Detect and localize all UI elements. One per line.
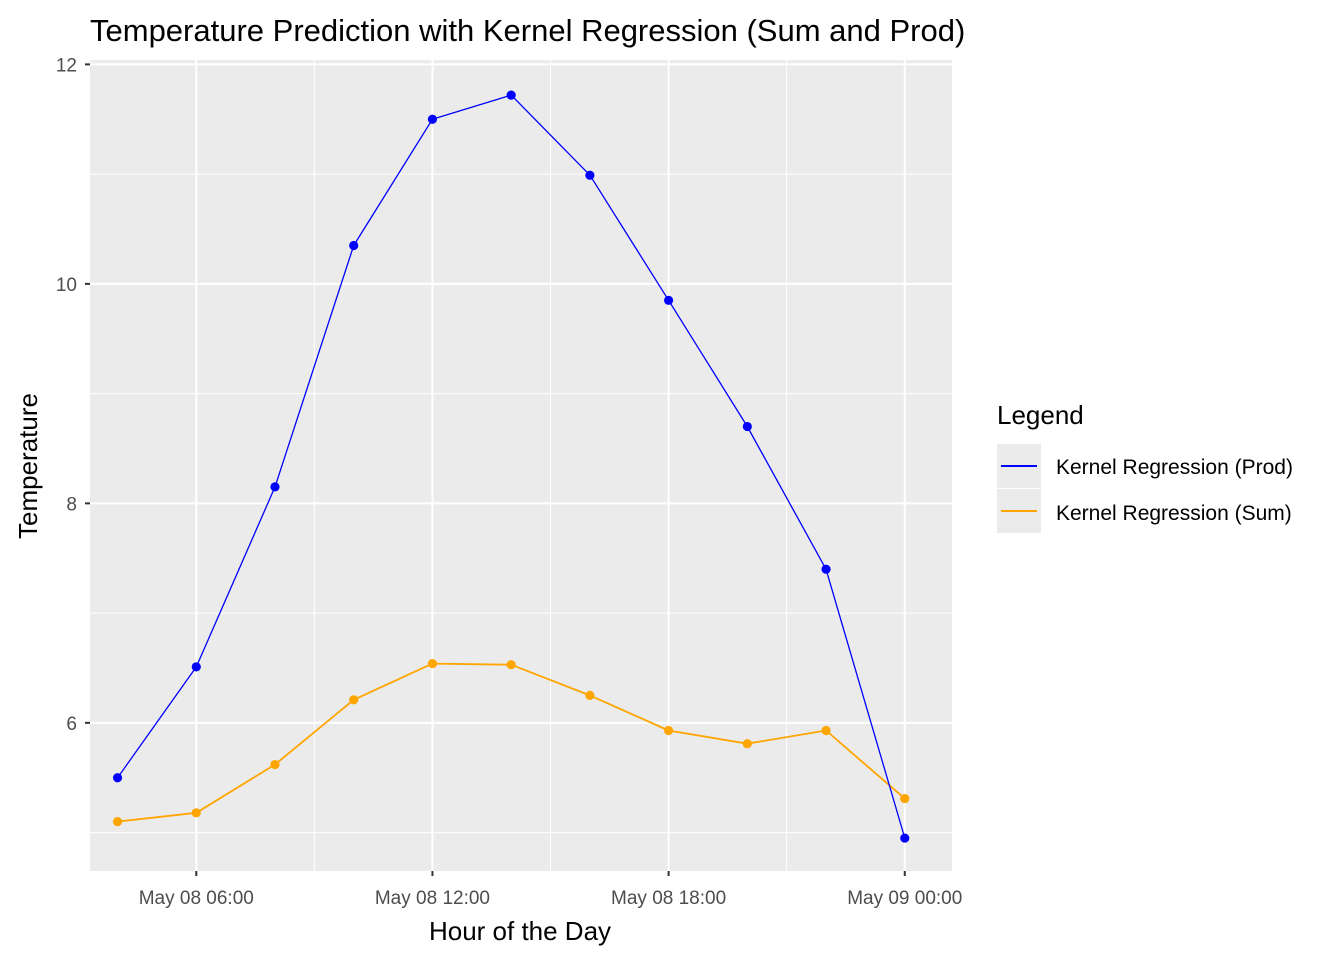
data-point-sum xyxy=(270,759,280,770)
data-point-sum xyxy=(821,725,831,736)
data-point-prod xyxy=(900,833,910,843)
y-tick-label: 8 xyxy=(66,494,77,515)
chart-title: Temperature Prediction with Kernel Regre… xyxy=(90,13,965,48)
data-point-sum xyxy=(427,658,438,669)
data-point-prod xyxy=(506,90,516,100)
x-tick-label: May 08 18:00 xyxy=(611,888,726,909)
data-point-prod xyxy=(585,170,595,180)
data-point-prod xyxy=(191,662,201,672)
y-tick-label: 12 xyxy=(56,55,77,76)
data-point-sum xyxy=(112,817,123,827)
data-point-sum xyxy=(585,690,595,701)
x-tick-label: May 08 12:00 xyxy=(375,888,490,909)
data-point-sum xyxy=(900,793,910,804)
y-tick-label: 6 xyxy=(66,714,77,735)
plot-panel xyxy=(90,60,952,871)
data-point-sum xyxy=(664,725,674,736)
data-point-prod xyxy=(427,114,438,124)
legend-label-sum: Kernel Regression (Sum) xyxy=(1056,502,1292,525)
data-point-prod xyxy=(349,240,359,251)
grid-minor xyxy=(90,60,952,871)
y-tick-label: 10 xyxy=(56,275,77,296)
y-axis-title: Temperature xyxy=(13,393,43,539)
x-axis: May 08 06:00 May 08 12:00 May 08 18:00 May … xyxy=(139,871,962,909)
y-axis: 6 8 10 12 xyxy=(56,55,90,735)
data-point-sum xyxy=(506,660,516,670)
series-points xyxy=(112,90,910,843)
data-point-sum xyxy=(742,739,752,749)
data-point-prod xyxy=(742,421,752,432)
data-point-prod xyxy=(112,773,123,783)
grid-major xyxy=(90,60,952,871)
x-tick-label: May 08 06:00 xyxy=(139,888,254,909)
data-point-prod xyxy=(821,564,831,574)
legend-label-prod: Kernel Regression (Prod) xyxy=(1056,456,1293,479)
data-point-sum xyxy=(191,808,201,818)
x-axis-title: Hour of the Day xyxy=(429,916,611,946)
data-point-prod xyxy=(664,295,674,305)
data-point-prod xyxy=(270,482,280,492)
x-tick-label: May 09 00:00 xyxy=(847,888,962,909)
legend: Legend Kernel Regression (Prod) Kernel R… xyxy=(997,400,1293,533)
legend-title: Legend xyxy=(997,400,1084,430)
data-point-sum xyxy=(349,695,359,705)
